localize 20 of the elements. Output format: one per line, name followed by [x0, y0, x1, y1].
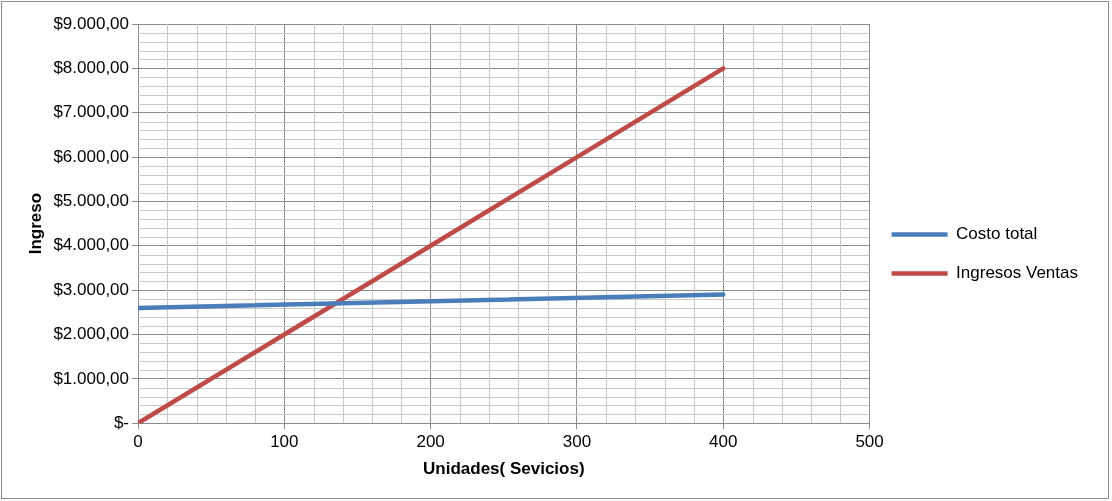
y-tick-label: $2.000,00 [53, 324, 130, 344]
x-tick-label: 400 [709, 432, 738, 452]
x-tick-label: 500 [855, 432, 884, 452]
y-tick-label: $- [113, 412, 130, 432]
legend-label: Costo total [956, 224, 1038, 244]
x-tick-label: 100 [270, 432, 299, 452]
y-tick-label: $8.000,00 [53, 58, 130, 78]
y-tick-label: $6.000,00 [53, 146, 130, 166]
y-axis-title: Ingreso [25, 192, 45, 255]
y-tick-label: $7.000,00 [53, 102, 130, 122]
y-tick-label: $4.000,00 [53, 235, 130, 255]
y-tick-label: $1.000,00 [53, 368, 130, 388]
x-tick-label: 0 [133, 432, 143, 452]
y-tick-label: $9.000,00 [53, 13, 130, 33]
y-tick-label: $5.000,00 [53, 191, 130, 211]
y-tick-label: $3.000,00 [53, 279, 130, 299]
x-tick-label: 300 [562, 432, 592, 452]
x-axis-title: Unidades( Sevicios) [423, 459, 585, 479]
legend-label: Ingresos Ventas [956, 263, 1079, 283]
x-tick-label: 200 [416, 432, 445, 452]
